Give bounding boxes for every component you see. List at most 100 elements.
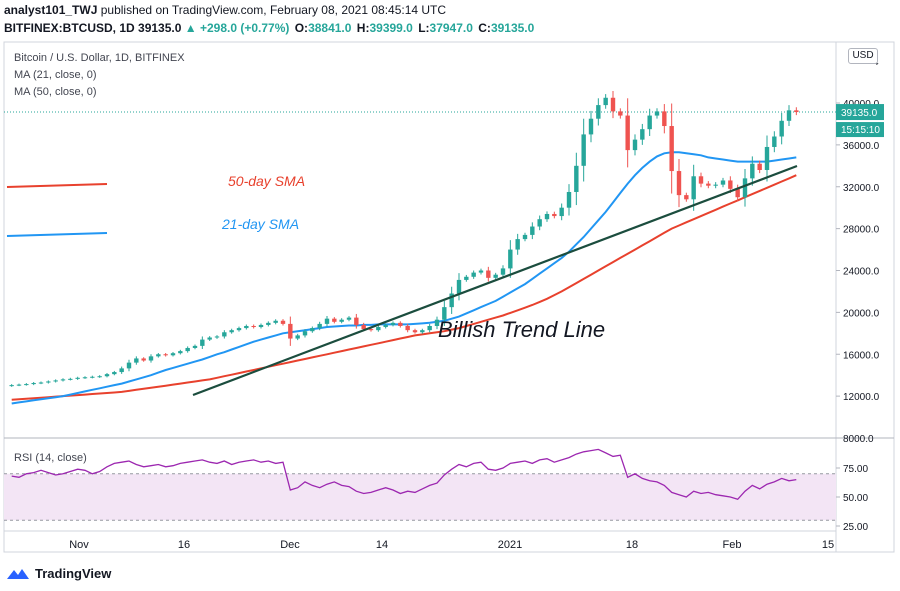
time-tick-label: 16: [178, 539, 190, 551]
rsi-series: [11, 448, 797, 501]
candle-body: [148, 356, 154, 361]
candle-body: [251, 325, 256, 328]
candle-body: [603, 97, 608, 106]
candle-body: [60, 379, 66, 381]
candle-body: [706, 183, 711, 186]
rsi-tick-label: 50.00: [843, 493, 868, 504]
candle-body: [618, 111, 623, 116]
price-tick-label: 20000.0: [843, 308, 880, 319]
candle-body: [640, 129, 645, 140]
candle-body: [786, 110, 792, 121]
rsi-tick-label: 75.00: [843, 464, 868, 475]
candle-body: [185, 347, 190, 352]
candle-body: [405, 325, 410, 331]
candle-body: [508, 249, 513, 269]
open-value: 38841.0: [308, 21, 352, 35]
candle-body: [97, 376, 102, 378]
candle-body: [9, 385, 14, 387]
close-value: 39135.0: [490, 21, 535, 35]
sma21-label: 21-day SMA: [221, 216, 299, 232]
rsi-legend[interactable]: RSI (14, close): [14, 452, 87, 464]
ma21-line: [11, 151, 797, 405]
publish-info: analyst101_TWJ published on TradingView.…: [4, 3, 446, 17]
candle-body: [581, 134, 586, 166]
high-value: 39399.0: [369, 21, 413, 35]
candle-body: [192, 345, 198, 348]
candle-body: [596, 105, 601, 119]
candle-body: [434, 319, 440, 326]
last-price-badge: [836, 104, 884, 121]
candle-body: [178, 351, 183, 354]
chart-title: Bitcoin / U.S. Dollar, 1D, BITFINEX: [14, 52, 185, 64]
candle-body: [134, 358, 139, 363]
candle-body: [537, 219, 542, 227]
sma21-legend-line: [6, 232, 108, 237]
candle-body: [427, 325, 432, 331]
currency-button[interactable]: USD: [848, 48, 878, 64]
candle-body: [412, 330, 418, 333]
candle-body: [229, 330, 234, 333]
candle-body: [295, 335, 300, 339]
ma21-legend[interactable]: MA (21, close, 0): [14, 69, 97, 81]
candle-body: [676, 171, 682, 196]
symbol-info: BITFINEX:BTCUSD, 1D 39135.0 ▲ +298.0 (+0…: [4, 21, 535, 35]
price-axis: 440000.036000.032000.028000.024000.02000…: [836, 57, 884, 445]
candle-body: [720, 180, 726, 185]
candle-body: [310, 328, 315, 332]
candle-body: [288, 323, 293, 339]
candle-body: [266, 322, 271, 325]
tradingview-logo-icon: [7, 568, 29, 579]
tradingview-footer[interactable]: TradingView: [6, 566, 111, 581]
candles: [9, 90, 799, 387]
candle-body: [324, 318, 330, 324]
rsi-tick-label: 25.00: [843, 522, 868, 533]
bullish-trend-line: [192, 164, 798, 397]
candle-body: [456, 279, 462, 294]
candle-body: [273, 320, 278, 323]
candle-body: [354, 317, 359, 325]
candle-body: [471, 272, 476, 277]
candle-body: [339, 319, 344, 322]
candle-body: [302, 331, 308, 336]
countdown-label: 15:15:10: [841, 125, 880, 136]
candle-body: [38, 382, 44, 384]
candle-body: [713, 184, 718, 186]
candle-body: [163, 354, 168, 356]
candle-body: [90, 376, 95, 378]
candle-body: [53, 380, 58, 382]
candle-body: [141, 358, 146, 361]
time-tick-label: Dec: [280, 539, 300, 551]
candle-body: [779, 120, 784, 137]
time-tick-label: 15: [822, 539, 834, 551]
candle-body: [647, 115, 652, 130]
candle-body: [280, 320, 286, 324]
price-tick-label: 32000.0: [843, 183, 880, 194]
candle-body: [669, 126, 674, 172]
candle-body: [500, 268, 506, 275]
candle-body: [156, 354, 161, 357]
candle-body: [464, 276, 469, 280]
price-tick-label: 24000.0: [843, 267, 880, 278]
sma50-label: 50-day SMA: [228, 173, 305, 189]
time-tick-label: 14: [376, 539, 388, 551]
candle-body: [522, 234, 528, 240]
candle-body: [75, 377, 80, 379]
ma50-legend[interactable]: MA (50, close, 0): [14, 86, 97, 98]
ma21-series: [11, 151, 797, 405]
author-name[interactable]: analyst101_TWJ: [4, 3, 98, 17]
ma50-series: [11, 174, 797, 401]
candle-body: [383, 324, 388, 328]
countdown-badge: [836, 122, 884, 138]
price-change: ▲ +298.0 (+0.77%): [184, 21, 290, 35]
candle-body: [236, 328, 242, 331]
candle-body: [332, 318, 337, 322]
brand-name: TradingView: [35, 566, 112, 581]
annotations: 50-day SMA 21-day SMA Billish Trend Line: [6, 164, 798, 397]
candle-body: [200, 339, 205, 346]
candle-body: [317, 323, 322, 329]
candle-body: [750, 163, 755, 179]
rsi-band-fill: [4, 473, 836, 521]
candle-body: [684, 195, 689, 200]
candle-body: [449, 293, 454, 308]
